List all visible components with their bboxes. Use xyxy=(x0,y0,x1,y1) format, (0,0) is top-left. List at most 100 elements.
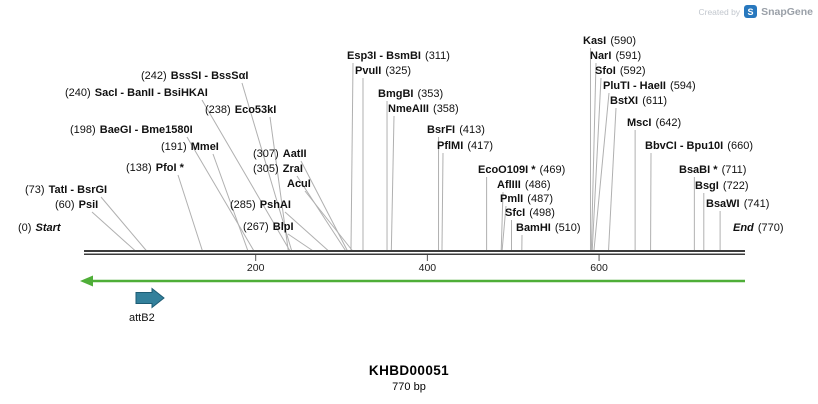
sequence-title: KHBD00051 xyxy=(368,363,450,378)
enzyme-site-label: SfoI (592) xyxy=(595,65,646,77)
site-position: (307) xyxy=(253,148,279,160)
enzyme-name: Start xyxy=(35,222,61,234)
enzyme-site-label: PflMI (417) xyxy=(437,140,493,152)
snapgene-logo-icon: S xyxy=(744,5,758,18)
site-connector-line xyxy=(296,175,347,252)
enzyme-name: PflMI xyxy=(437,140,464,152)
site-connector-line xyxy=(100,196,148,252)
enzyme-name: BaeGI - Bme1580I xyxy=(99,124,193,136)
enzyme-site-label: PmlI (487) xyxy=(500,193,553,205)
enzyme-name: PshAI xyxy=(259,199,291,211)
enzyme-name: BsrFI xyxy=(427,124,456,136)
scale-tick-label: 400 xyxy=(418,262,437,274)
enzyme-name: BmgBI xyxy=(378,88,414,100)
enzyme-site-label: PluTI - HaeII (594) xyxy=(603,80,696,92)
site-connector-line xyxy=(590,62,597,252)
enzyme-name: EcoO109I * xyxy=(478,164,536,176)
enzyme-site-label: KasI (590) xyxy=(583,35,636,47)
enzyme-site-label: (305) ZraI xyxy=(253,163,303,175)
enzyme-site-label: AcuI xyxy=(287,178,311,190)
enzyme-site-label: NarI (591) xyxy=(590,50,641,62)
sequence-baseline-lower xyxy=(84,253,745,255)
site-connector-line xyxy=(201,99,291,252)
site-position: (469) xyxy=(539,164,566,176)
enzyme-site-label: (238) Eco53kI xyxy=(205,104,276,116)
enzyme-site-label: (138) PfoI * xyxy=(126,162,184,174)
site-position: (722) xyxy=(722,180,749,192)
site-position: (285) xyxy=(230,199,256,211)
site-position: (267) xyxy=(243,221,269,233)
enzyme-name: AflIII xyxy=(497,179,521,191)
enzyme-name: BsaBI * xyxy=(679,164,718,176)
site-position: (191) xyxy=(161,141,187,153)
scale-tick-label: 200 xyxy=(246,262,265,274)
enzyme-site-label: SfcI (498) xyxy=(505,207,555,219)
site-connector-line xyxy=(91,211,136,252)
enzyme-name: PfoI * xyxy=(155,162,184,174)
site-position: (611) xyxy=(642,95,668,107)
site-position: (198) xyxy=(70,124,96,136)
enzyme-site-label: Esp3I - BsmBI (311) xyxy=(347,50,450,62)
enzyme-name: PvuII xyxy=(355,65,382,77)
enzyme-site-label: (198) BaeGI - Bme1580I xyxy=(70,124,193,136)
enzyme-site-label: BstXI (611) xyxy=(610,95,667,107)
site-position: (590) xyxy=(610,35,636,47)
sequence-length: 770 bp xyxy=(392,381,426,393)
enzyme-name: AatII xyxy=(282,148,307,160)
site-position: (417) xyxy=(467,140,494,152)
enzyme-site-label: (240) SacI - BanII - BsiHKAI xyxy=(65,87,208,99)
site-connector-line xyxy=(304,190,354,252)
enzyme-name: Esp3I - BsmBI xyxy=(347,50,421,62)
enzyme-site-label: BsaBI * (711) xyxy=(679,164,746,176)
site-position: (138) xyxy=(126,162,152,174)
site-position: (325) xyxy=(385,65,412,77)
site-connector-line xyxy=(390,115,395,252)
enzyme-site-label: BamHI (510) xyxy=(516,222,581,234)
site-position: (592) xyxy=(619,65,646,77)
site-position: (711) xyxy=(721,164,747,176)
enzyme-site-label: (242) BssSI - BssSαI xyxy=(141,70,248,82)
site-position: (305) xyxy=(253,163,279,175)
site-connector-line xyxy=(177,174,203,252)
site-position: (413) xyxy=(459,124,485,136)
watermark: Created by S SnapGene xyxy=(698,5,813,18)
attb2-label: attB2 xyxy=(129,312,155,324)
site-position: (0) xyxy=(18,222,32,234)
enzyme-name: BamHI xyxy=(516,222,551,234)
enzyme-site-label: MscI (642) xyxy=(627,117,681,129)
enzyme-site-label: BbvCI - Bpu10I (660) xyxy=(645,140,753,152)
site-position: (238) xyxy=(205,104,231,116)
site-connector-line xyxy=(186,136,255,252)
site-connector-line xyxy=(284,211,329,252)
enzyme-name: MmeI xyxy=(190,141,219,153)
enzyme-name: Eco53kI xyxy=(234,104,277,116)
site-connector-line xyxy=(500,191,504,252)
site-position: (60) xyxy=(55,199,75,211)
enzyme-name: AcuI xyxy=(287,178,311,190)
site-position: (240) xyxy=(65,87,91,99)
site-connector-line xyxy=(608,107,617,252)
site-position: (358) xyxy=(433,103,459,115)
enzyme-name: PmlI xyxy=(500,193,524,205)
enzyme-name: BlpI xyxy=(272,221,294,233)
end-label: End (770) xyxy=(733,222,784,234)
enzyme-site-label: BmgBI (353) xyxy=(378,88,443,100)
site-position: (642) xyxy=(655,117,682,129)
feature-arrowhead-left xyxy=(80,275,93,287)
site-connector-line xyxy=(350,62,354,252)
site-connector-line xyxy=(241,82,293,252)
site-position: (594) xyxy=(670,80,696,92)
enzyme-name: SfoI xyxy=(595,65,616,77)
enzyme-name: BsaWI xyxy=(706,198,740,210)
enzyme-site-label: BsgI (722) xyxy=(695,180,749,192)
enzyme-site-label: AflIII (486) xyxy=(497,179,551,191)
enzyme-name: NarI xyxy=(590,50,612,62)
enzyme-name: End xyxy=(733,222,754,234)
enzyme-name: BssSI - BssSαI xyxy=(170,70,249,82)
site-position: (487) xyxy=(527,193,553,205)
site-position: (770) xyxy=(757,222,784,234)
site-connector-line xyxy=(593,92,610,252)
